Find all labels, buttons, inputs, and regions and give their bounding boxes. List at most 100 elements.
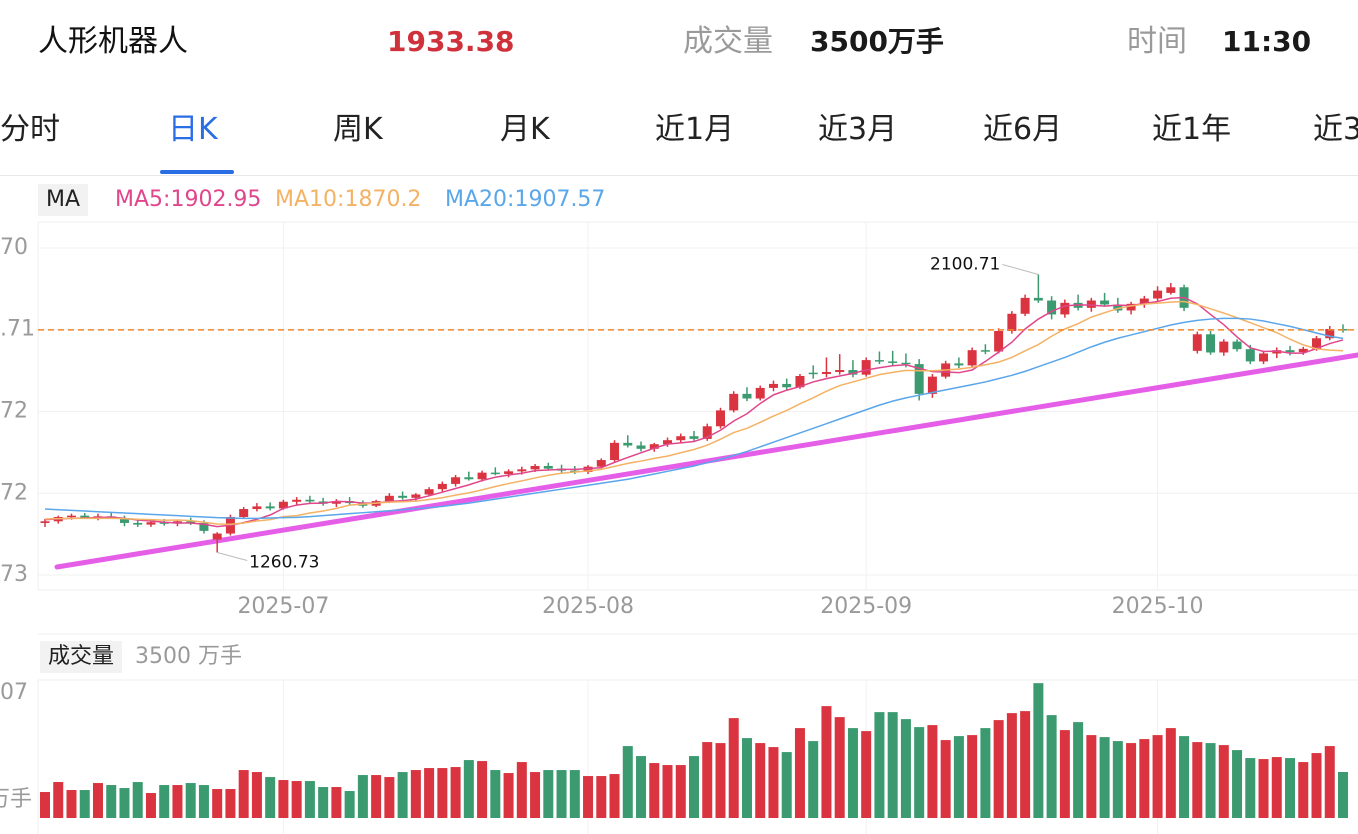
volume-bar — [569, 770, 580, 818]
ma-line — [44, 317, 1344, 520]
volume-bar — [1285, 758, 1296, 818]
candle-body — [1259, 353, 1269, 362]
x-tick-label: 2025-07 — [237, 594, 329, 619]
volume-bar — [119, 788, 130, 818]
ma-label: MA — [38, 184, 89, 216]
period-tab[interactable]: 近1月 — [655, 112, 735, 147]
volume-bar — [40, 792, 50, 818]
candle-body — [1060, 302, 1070, 315]
candle-body — [927, 376, 937, 394]
period-tab[interactable]: 分时 — [0, 112, 60, 147]
volume-bar — [278, 780, 289, 818]
y-tick-label: 万手 — [0, 787, 32, 812]
volume-bar — [794, 728, 805, 818]
volume-bar — [132, 782, 143, 818]
legend-name: MA20 — [445, 187, 514, 212]
volume-bar — [410, 770, 421, 818]
candle-body — [742, 393, 752, 399]
index-price: 1933.38 — [387, 25, 515, 58]
candle-body — [663, 440, 673, 445]
candle-body — [729, 393, 739, 411]
candle-body — [40, 521, 50, 523]
candle-body — [1113, 304, 1123, 311]
volume-bar — [1165, 728, 1176, 818]
candle-body — [517, 469, 527, 472]
period-tab[interactable]: 近6月 — [983, 112, 1063, 147]
candle-body — [1206, 334, 1216, 353]
candle-body — [1139, 298, 1149, 304]
volume-bar — [291, 781, 302, 818]
volume-bar — [397, 772, 408, 818]
candle-body — [782, 383, 792, 388]
candle-body — [689, 436, 699, 439]
volume-bar — [636, 756, 647, 818]
legend-entry: MA51902.95 — [115, 184, 261, 216]
volume-bar — [1139, 739, 1150, 818]
period-tab[interactable]: 近3月 — [818, 112, 898, 147]
y-tick-label: 07 — [0, 680, 28, 705]
legend-entry: MA201907.57 — [445, 184, 605, 216]
divider — [0, 175, 1358, 176]
candle-body — [821, 372, 831, 375]
candle-body — [292, 499, 302, 502]
candle-body — [835, 370, 845, 373]
candle-body — [451, 477, 461, 484]
legend-name: MA10 — [275, 187, 344, 212]
y-tick-label: 70 — [0, 235, 28, 260]
candle-body — [596, 460, 606, 467]
candle-body — [1020, 297, 1030, 314]
volume-bar — [79, 790, 90, 818]
candle-body — [649, 444, 659, 449]
candle-body — [994, 330, 1004, 352]
period-tab[interactable]: 周K — [333, 112, 383, 147]
volume-value: 3500万手 — [810, 25, 944, 58]
x-tick-label: 2025-09 — [820, 594, 912, 619]
volume-bar — [503, 773, 514, 818]
volume-bar — [530, 772, 541, 818]
volume-bar — [251, 772, 262, 818]
volume-bar — [1152, 735, 1163, 818]
volume-bar — [741, 738, 752, 818]
period-tab[interactable]: 近3 — [1313, 112, 1358, 147]
candle-body — [901, 362, 911, 365]
volume-bar — [675, 765, 686, 818]
y-tick-label: 73 — [0, 562, 28, 587]
candle-body — [398, 495, 408, 498]
volume-bar — [145, 793, 156, 818]
volume-bar — [662, 765, 673, 818]
volume-bar — [1020, 711, 1031, 818]
index-name: 人形机器人 — [38, 24, 188, 59]
volume-bar — [702, 742, 713, 818]
volume-bar — [106, 785, 117, 818]
volume-bar — [1046, 715, 1057, 818]
period-tab[interactable]: 近1年 — [1152, 112, 1232, 147]
legend-value: 1902.95 — [170, 187, 262, 212]
volume-bar — [185, 783, 196, 818]
volume-bar — [596, 776, 607, 818]
trend-line — [54, 352, 1358, 570]
candle-body — [252, 506, 262, 510]
volume-bar — [371, 775, 382, 818]
candle-body — [967, 350, 977, 366]
volume-bar — [1099, 737, 1110, 818]
volume-bar — [450, 767, 461, 818]
candle-body — [874, 360, 884, 362]
volume-bar — [689, 756, 699, 818]
volume-bar — [1179, 736, 1190, 818]
volume-bar — [649, 763, 660, 818]
candle-body — [133, 522, 143, 525]
candle-body — [146, 522, 156, 525]
volume-bar — [477, 761, 488, 818]
candle-body — [305, 499, 315, 502]
volume-bar — [1258, 759, 1269, 818]
candle-body — [384, 495, 394, 502]
volume-bar — [914, 727, 925, 818]
candle-body — [119, 518, 129, 523]
candle-body — [768, 383, 778, 388]
period-tab[interactable]: 月K — [500, 112, 550, 147]
volume-bar — [1006, 713, 1017, 818]
period-tab[interactable]: 日K — [168, 112, 218, 147]
volume-bar — [993, 720, 1004, 818]
volume-bar — [516, 762, 527, 818]
